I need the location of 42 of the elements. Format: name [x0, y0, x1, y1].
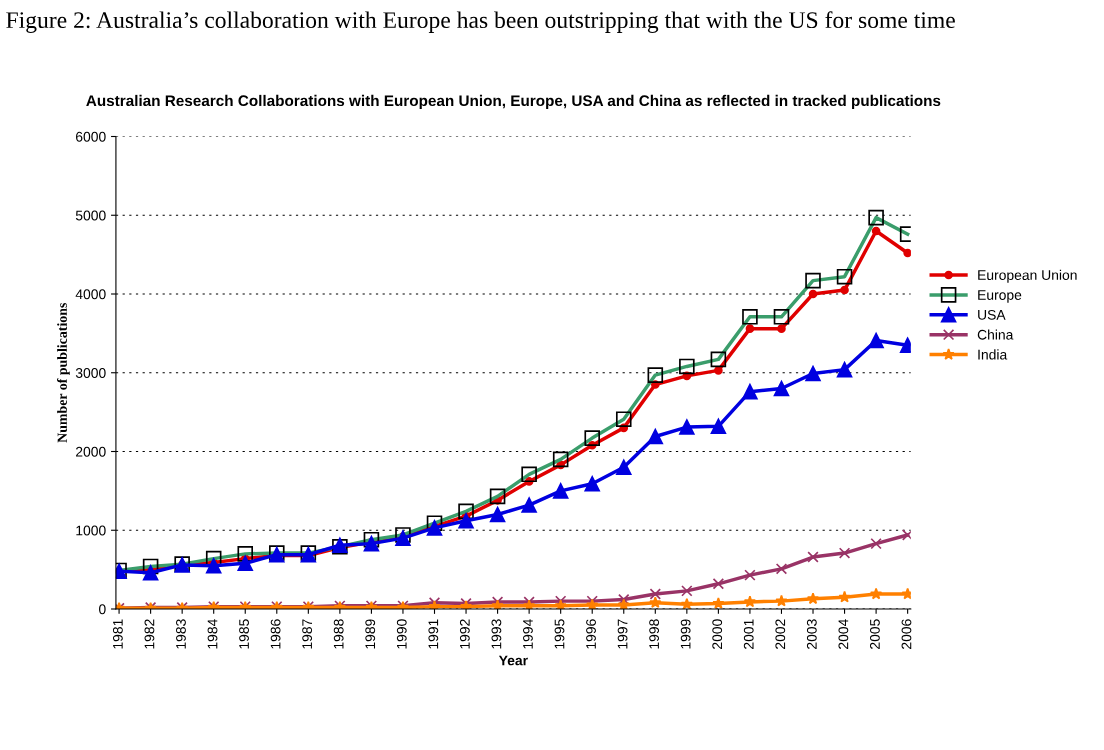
x-tick-label: 2001: [743, 619, 754, 649]
x-tick-label: 1988: [333, 619, 344, 649]
x-tick-label: 1985: [239, 619, 249, 649]
x-tick-label: 2002: [775, 619, 786, 649]
x-tick-label: 1989: [365, 619, 376, 649]
x-tick-label: 1996: [586, 619, 596, 649]
legend-label: India: [978, 349, 1008, 360]
x-tick-label: 1992: [459, 619, 470, 649]
legend-label: European Union: [978, 269, 1077, 283]
y-tick-label: 5000: [75, 210, 106, 221]
x-tick-label: 2005: [870, 619, 880, 649]
x-tick-label: 2003: [806, 619, 817, 649]
y-tick-label: 0: [99, 604, 106, 615]
x-tick-label: 1997: [617, 619, 628, 649]
legend-label: USA: [978, 309, 1006, 320]
x-tick-label: 1990: [396, 619, 407, 649]
y-axis-title: Number of publications: [57, 302, 70, 443]
chart-title: Australian Research Collaborations with European Union, Europe, USA and China as reflected in tracked publications: [86, 94, 941, 110]
legend-label: Europe: [978, 290, 1022, 303]
y-tick-label: 3000: [75, 368, 106, 378]
x-tick-label: 1999: [680, 619, 691, 649]
legend-label: China: [977, 329, 1014, 340]
x-tick-label: 1998: [649, 619, 660, 649]
y-tick-label: 2000: [76, 446, 106, 457]
x-axis-title: Year: [498, 655, 528, 666]
x-tick-label: 1991: [428, 619, 439, 649]
x-tick-label: 1994: [523, 619, 533, 649]
x-tick-label: 1993: [491, 619, 502, 649]
x-tick-label: 2004: [838, 619, 849, 649]
y-tick-label: 1000: [76, 525, 106, 536]
x-tick-label: 1984: [207, 619, 218, 649]
x-tick-label: 2006: [901, 619, 912, 649]
x-tick-label: 1995: [554, 619, 565, 649]
x-tick-label: 2000: [712, 619, 723, 649]
x-tick-label: 1981: [112, 619, 123, 649]
x-tick-label: 1986: [270, 619, 281, 649]
x-tick-label: 1982: [144, 619, 155, 649]
caption: Figure 2: Australia’s collaboration with Europe has been outstripping that with the US for some time: [6, 11, 955, 33]
x-tick-label: 1983: [176, 619, 186, 649]
y-tick-label: 4000: [75, 289, 106, 300]
x-tick-label: 1987: [302, 619, 313, 649]
y-tick-label: 6000: [76, 131, 106, 142]
